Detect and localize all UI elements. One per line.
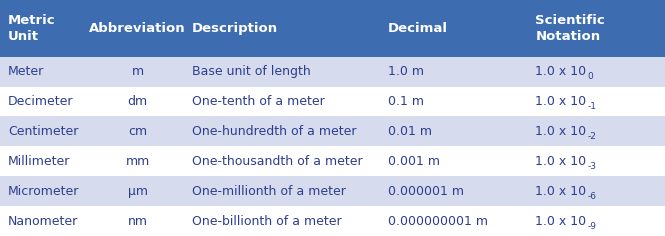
Bar (0, 146, 665, 176)
Text: 0.01 m: 0.01 m (388, 125, 432, 138)
Bar (0, 206, 665, 236)
Bar (0, 57, 665, 87)
Text: Metric
Unit: Metric Unit (8, 14, 56, 43)
Text: One-hundredth of a meter: One-hundredth of a meter (192, 125, 356, 138)
Text: 0.000000001 m: 0.000000001 m (388, 215, 487, 228)
Text: 1.0 x 10: 1.0 x 10 (535, 125, 587, 138)
Text: One-thousandth of a meter: One-thousandth of a meter (192, 155, 362, 168)
Text: Nanometer: Nanometer (8, 215, 78, 228)
Bar (0, 87, 665, 116)
Text: 0.001 m: 0.001 m (388, 155, 440, 168)
Text: 1.0 m: 1.0 m (388, 65, 424, 78)
Text: 0.1 m: 0.1 m (388, 95, 424, 108)
Bar (0, 116, 665, 146)
Text: 1.0 x 10: 1.0 x 10 (535, 215, 587, 228)
Text: cm: cm (128, 125, 147, 138)
Text: One-billionth of a meter: One-billionth of a meter (192, 215, 341, 228)
Text: Base unit of length: Base unit of length (192, 65, 311, 78)
Text: -2: -2 (588, 132, 597, 141)
Text: One-millionth of a meter: One-millionth of a meter (192, 185, 345, 198)
Text: Description: Description (192, 22, 278, 35)
Text: 0: 0 (588, 72, 594, 81)
Text: 1.0 x 10: 1.0 x 10 (535, 185, 587, 198)
Text: -6: -6 (588, 192, 597, 201)
Text: -1: -1 (588, 102, 597, 111)
Text: Scientific
Notation: Scientific Notation (535, 14, 605, 43)
Text: Abbreviation: Abbreviation (89, 22, 186, 35)
Text: mm: mm (126, 155, 150, 168)
Text: Millimeter: Millimeter (8, 155, 70, 168)
Bar (0, 176, 665, 206)
Text: dm: dm (128, 95, 148, 108)
Text: 1.0 x 10: 1.0 x 10 (535, 155, 587, 168)
Text: μm: μm (128, 185, 148, 198)
Text: One-tenth of a meter: One-tenth of a meter (192, 95, 325, 108)
Text: nm: nm (128, 215, 148, 228)
Bar (0, 0, 665, 57)
Text: Decimal: Decimal (388, 22, 448, 35)
Text: Centimeter: Centimeter (8, 125, 78, 138)
Text: -3: -3 (588, 162, 597, 171)
Text: m: m (132, 65, 144, 78)
Text: 1.0 x 10: 1.0 x 10 (535, 65, 587, 78)
Text: Decimeter: Decimeter (8, 95, 73, 108)
Text: Micrometer: Micrometer (8, 185, 79, 198)
Text: 1.0 x 10: 1.0 x 10 (535, 95, 587, 108)
Text: -9: -9 (588, 222, 597, 231)
Text: Meter: Meter (8, 65, 45, 78)
Text: 0.000001 m: 0.000001 m (388, 185, 464, 198)
